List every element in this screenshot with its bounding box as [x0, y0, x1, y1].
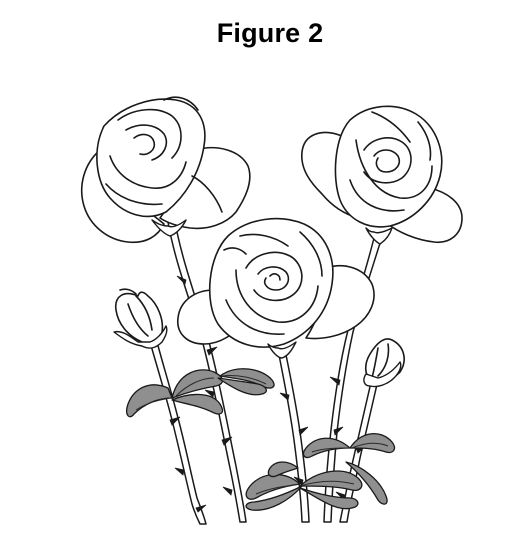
thorn: [204, 389, 215, 398]
bud-sepal: [113, 325, 168, 349]
rose-sepal: [365, 227, 393, 245]
thorn: [176, 275, 187, 285]
leaf: [267, 461, 299, 478]
leaf: [299, 487, 359, 510]
thorn: [195, 504, 207, 513]
rose-sepal: [151, 219, 187, 237]
thorn: [174, 467, 185, 476]
rose-sepal: [267, 341, 297, 359]
thorn: [298, 426, 309, 436]
rose-petal: [96, 98, 206, 218]
bud-sepal: [363, 361, 402, 388]
leaves: [126, 368, 396, 511]
leaf: [345, 461, 388, 505]
rose-bud-left: [113, 288, 168, 349]
rose-top-right: [301, 105, 463, 245]
stem-bud-left: [149, 341, 207, 525]
thorn: [329, 376, 341, 386]
thorn: [206, 346, 218, 356]
leaf: [217, 377, 267, 396]
leaf-veins: [135, 375, 389, 495]
rose-center: [177, 217, 375, 359]
thorn: [293, 476, 304, 486]
leaf: [299, 470, 363, 492]
thorn: [222, 486, 233, 496]
figure-title: Figure 2: [216, 18, 324, 48]
thorn: [221, 436, 233, 446]
rose-top-left: [80, 96, 251, 244]
leaf: [126, 384, 173, 418]
rose-bud-right: [363, 338, 405, 388]
thorn: [169, 416, 181, 426]
thorn: [279, 392, 290, 401]
leaf: [219, 368, 275, 389]
thorn: [333, 426, 344, 436]
leaf: [245, 485, 303, 511]
leaf: [302, 437, 351, 459]
leaf: [171, 393, 224, 415]
